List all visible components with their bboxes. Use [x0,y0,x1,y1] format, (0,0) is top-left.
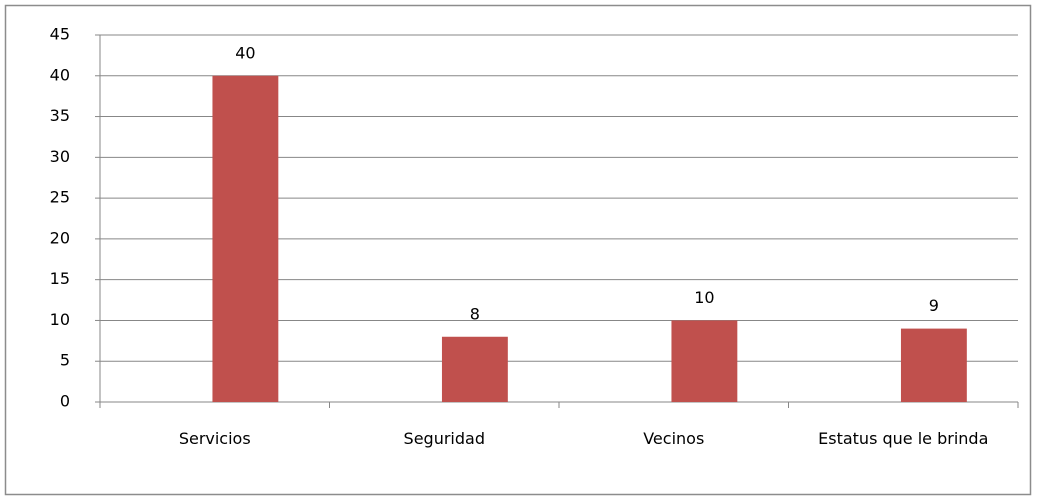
y-tick-label: 30 [50,147,70,166]
data-label: 10 [694,288,714,307]
y-tick-label: 20 [50,228,70,247]
y-tick-label: 5 [60,351,70,370]
y-tick-label: 15 [50,269,70,288]
data-label: 8 [470,304,480,323]
chart-border [4,4,1032,496]
bar [441,336,508,402]
y-tick-label: 35 [50,106,70,125]
y-tick-label: 25 [50,188,70,207]
data-label: 9 [929,296,939,315]
data-label: 40 [235,43,255,62]
bar [212,75,279,403]
x-tick-label: Vecinos [643,429,705,448]
bar [671,320,738,402]
x-tick-label: Seguridad [403,429,485,448]
x-tick-label: Servicios [178,429,251,448]
y-tick-label: 0 [60,392,70,411]
bar [900,328,967,402]
x-tick-label: Estatus que le brinda [818,429,989,448]
y-tick-label: 40 [50,65,70,84]
y-tick-label: 10 [50,310,70,329]
y-tick-label: 45 [50,25,70,44]
